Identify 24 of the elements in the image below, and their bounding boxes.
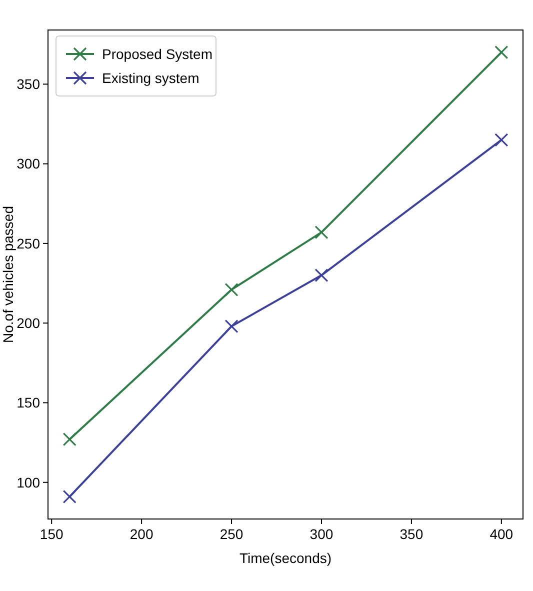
y-axis-title: No.of vehicles passed <box>0 206 16 343</box>
legend-label: Proposed System <box>102 46 212 62</box>
point <box>62 432 76 446</box>
x-tick-label: 400 <box>490 526 514 542</box>
x-tick-label: 200 <box>130 526 154 542</box>
point <box>62 490 76 504</box>
x-tick-label: 350 <box>400 526 424 542</box>
point <box>224 319 238 334</box>
y-tick-label: 100 <box>16 474 40 490</box>
y-tick-label: 250 <box>16 235 40 252</box>
point <box>314 268 328 282</box>
x-tick-label: 300 <box>310 526 334 542</box>
x-axis-title: Time(seconds) <box>239 550 332 566</box>
y-tick-label: 150 <box>16 394 40 411</box>
legend-label: Existing system <box>102 70 200 86</box>
point <box>494 133 508 147</box>
y-tick-label: 200 <box>16 314 40 331</box>
y-tick-label: 300 <box>16 156 40 172</box>
point <box>494 46 508 60</box>
y-tick-label: 350 <box>16 76 40 92</box>
x-tick-label: 250 <box>220 526 244 542</box>
point <box>224 282 238 296</box>
point <box>314 225 328 240</box>
x-tick-label: 150 <box>40 526 64 542</box>
